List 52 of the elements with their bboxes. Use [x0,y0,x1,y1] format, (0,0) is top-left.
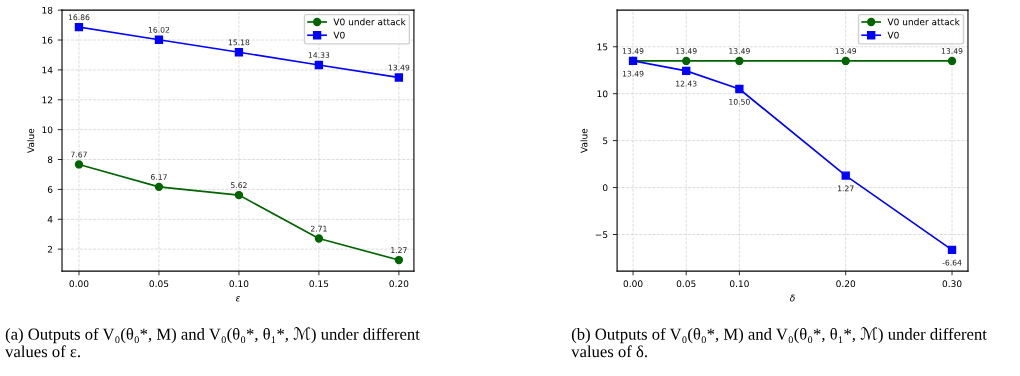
y-axis-title: Value [27,128,35,153]
y-tick-label: 0 [602,184,608,192]
y-tick-label: 14 [42,66,53,74]
x-tick-label: 0.10 [229,280,249,288]
point [735,84,744,94]
y-tick-label: 10 [597,90,608,98]
y-tick-label: 6 [47,186,53,193]
point [947,56,957,66]
y-tick-label: 10 [42,126,53,134]
y-tick-label: 8 [47,156,53,164]
point [74,23,84,32]
x-axis-title: ε [235,296,241,302]
point [314,60,324,70]
point [314,234,324,243]
point [682,66,691,76]
point [234,48,244,57]
point [735,56,744,66]
x-tick-label: 0.05 [149,280,169,288]
x-tick-label: 0.30 [942,280,962,288]
y-tick-label: 12 [42,96,53,104]
x-tick-label: 0.20 [836,280,856,288]
y-tick-label: −5 [595,231,608,239]
text: (b) Outputs of V₀(θ₀*, M) and V₀(θ₀*, θ₁*, ℳ) under different values of δ. [571,327,987,358]
text: (a) Outputs of V₀(θ₀*, M) and V₀(θ₀*, θ₁*, ℳ) under different values of ε. [5,327,420,358]
y-tick-label: 15 [597,43,608,51]
x-tick-label: 0.00 [623,280,643,288]
point [154,35,164,44]
x-tick-label: 0.20 [389,280,409,288]
point [154,182,164,192]
x-tick-label: 0.10 [729,280,749,288]
legend-label: V0 [333,31,345,39]
point [394,255,404,265]
point [74,160,84,169]
point [682,56,691,66]
y-tick-label: 4 [47,216,53,223]
legend-label: V0 [887,31,899,39]
legend-label: V0 under attack [887,18,960,26]
y-tick-label: 2 [47,245,53,253]
y-tick-label: 16 [42,36,53,44]
x-axis-title: δ [790,294,795,302]
y-axis-title: Value [580,128,588,153]
y-tick-label: 18 [42,6,53,14]
y-tick-label: 5 [603,137,608,145]
legend-label: V0 under attack [333,18,406,26]
point [394,73,404,82]
x-tick-label: 0.15 [309,280,329,288]
x-tick-label: 0.00 [69,280,89,288]
point [947,245,957,255]
x-tick-label: 0.05 [676,280,696,288]
point [841,171,850,180]
point [841,56,850,66]
point [234,190,244,200]
